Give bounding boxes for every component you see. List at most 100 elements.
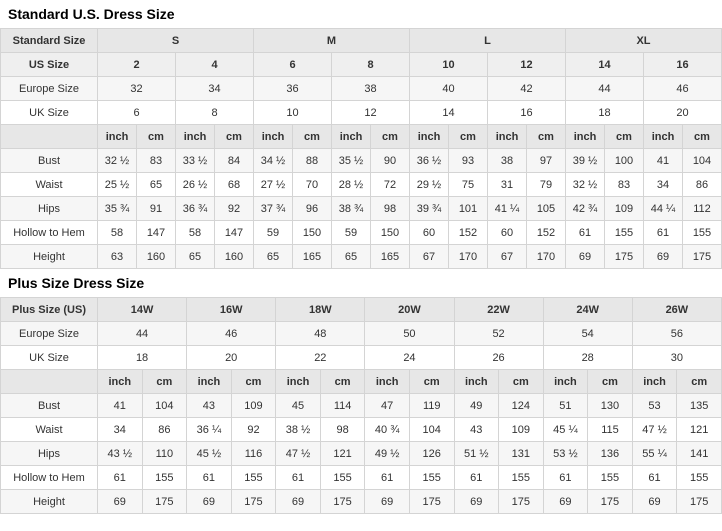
- value-cell: 90: [370, 148, 410, 173]
- value-cell: 40 ¾: [364, 417, 410, 442]
- value-cell: 34 ½: [253, 148, 293, 173]
- value-cell: 69: [453, 489, 500, 514]
- value-cell: 35 ½: [331, 148, 371, 173]
- value-cell: 12: [487, 52, 566, 77]
- value-cell: 155: [141, 465, 188, 490]
- value-cell: 41: [97, 393, 143, 418]
- value-cell: 35 ¾: [97, 196, 137, 221]
- unit-cell: cm: [604, 124, 644, 149]
- value-cell: 31: [487, 172, 527, 197]
- value-cell: 54: [542, 321, 633, 346]
- value-cell: 155: [682, 220, 722, 245]
- value-cell: 67: [409, 244, 449, 269]
- unit-cell: inch: [186, 369, 232, 394]
- value-cell: 26 ½: [175, 172, 215, 197]
- value-cell: 22W: [453, 297, 544, 322]
- unit-cell: inch: [409, 124, 449, 149]
- unit-cell: inch: [565, 124, 605, 149]
- value-cell: 29 ½: [409, 172, 449, 197]
- table-row: Europe Size 44 46 48 50 52 54 56: [0, 321, 722, 346]
- table-row: Plus Size (US) 14W 16W 18W 20W 22W 24W 26W: [0, 297, 722, 322]
- value-cell: 152: [448, 220, 488, 245]
- value-cell: 110: [141, 441, 188, 466]
- unit-cell: cm: [370, 124, 410, 149]
- value-cell: 104: [682, 148, 722, 173]
- size-chart: Standard U.S. Dress Size Standard Size S M…: [0, 7, 722, 514]
- value-cell: 170: [448, 244, 488, 269]
- row-label: [0, 369, 98, 394]
- table-row: Hollow to Hem 58 147 58 147 59 150 59 150 60 152 60…: [0, 220, 722, 245]
- unit-cell: inch: [364, 369, 410, 394]
- table-row: Waist 34 86 36 ¼ 92 38 ½ 98 40 ¾ 104 43 109 45 ¼ 115…: [0, 417, 722, 442]
- value-cell: 155: [498, 465, 544, 490]
- value-cell: 155: [230, 465, 277, 490]
- value-cell: 69: [542, 489, 589, 514]
- unit-cell: inch: [542, 369, 589, 394]
- unit-cell: inch: [97, 369, 143, 394]
- value-cell: 24: [364, 345, 455, 370]
- value-cell: 131: [498, 441, 544, 466]
- value-cell: 155: [604, 220, 644, 245]
- value-cell: 91: [136, 196, 176, 221]
- value-cell: 100: [604, 148, 644, 173]
- value-cell: 34: [643, 172, 683, 197]
- value-cell: 86: [141, 417, 188, 442]
- unit-cell: inch: [275, 369, 321, 394]
- table-row: inch cm inch cm inch cm inch cm inch cm inch cm inch…: [0, 369, 722, 394]
- value-cell: 47 ½: [631, 417, 678, 442]
- value-cell: 135: [676, 393, 722, 418]
- row-label: US Size: [0, 52, 98, 77]
- row-label: Bust: [0, 393, 98, 418]
- unit-cell: cm: [230, 369, 277, 394]
- row-label: Standard Size: [0, 28, 98, 53]
- value-cell: 69: [364, 489, 410, 514]
- value-cell: 124: [498, 393, 544, 418]
- value-cell: 83: [604, 172, 644, 197]
- value-cell: 130: [587, 393, 633, 418]
- row-label: Plus Size (US): [0, 297, 98, 322]
- value-cell: 14: [409, 100, 488, 125]
- row-label: Height: [0, 489, 98, 514]
- value-cell: 48: [275, 321, 366, 346]
- value-cell: 79: [526, 172, 566, 197]
- value-cell: 150: [370, 220, 410, 245]
- value-cell: 165: [370, 244, 410, 269]
- value-cell: S: [97, 28, 254, 53]
- unit-cell: cm: [587, 369, 633, 394]
- unit-cell: cm: [448, 124, 488, 149]
- value-cell: 51: [542, 393, 589, 418]
- value-cell: 16W: [186, 297, 277, 322]
- value-cell: 34: [175, 76, 254, 101]
- row-label: Waist: [0, 417, 98, 442]
- unit-cell: cm: [682, 124, 722, 149]
- value-cell: 18W: [275, 297, 366, 322]
- value-cell: 175: [230, 489, 277, 514]
- value-cell: 30: [631, 345, 722, 370]
- value-cell: 69: [275, 489, 321, 514]
- unit-cell: inch: [253, 124, 293, 149]
- value-cell: 42: [487, 76, 566, 101]
- value-cell: 96: [292, 196, 332, 221]
- unit-cell: cm: [498, 369, 544, 394]
- value-cell: 44: [96, 321, 188, 346]
- row-label: Hips: [0, 441, 98, 466]
- value-cell: 175: [498, 489, 544, 514]
- table-row: Height 63 160 65 160 65 165 65 165 67 170 67 170 69 17…: [0, 244, 722, 269]
- table-row: Europe Size 32 34 36 38 40 42 44 46: [0, 76, 722, 101]
- value-cell: 59: [331, 220, 371, 245]
- value-cell: 36 ½: [409, 148, 449, 173]
- value-cell: 38 ¾: [331, 196, 371, 221]
- plus-table-title: Plus Size Dress Size: [8, 275, 145, 291]
- value-cell: 58: [97, 220, 137, 245]
- unit-cell: inch: [643, 124, 683, 149]
- value-cell: 101: [448, 196, 488, 221]
- value-cell: 32 ½: [97, 148, 137, 173]
- value-cell: 109: [604, 196, 644, 221]
- value-cell: 105: [526, 196, 566, 221]
- value-cell: 37 ¾: [253, 196, 293, 221]
- value-cell: 4: [175, 52, 254, 77]
- value-cell: 22: [275, 345, 366, 370]
- table-row: Hollow to Hem 61 155 61 155 61 155 61 155 61 155 61…: [0, 465, 722, 490]
- row-label: Hips: [0, 196, 98, 221]
